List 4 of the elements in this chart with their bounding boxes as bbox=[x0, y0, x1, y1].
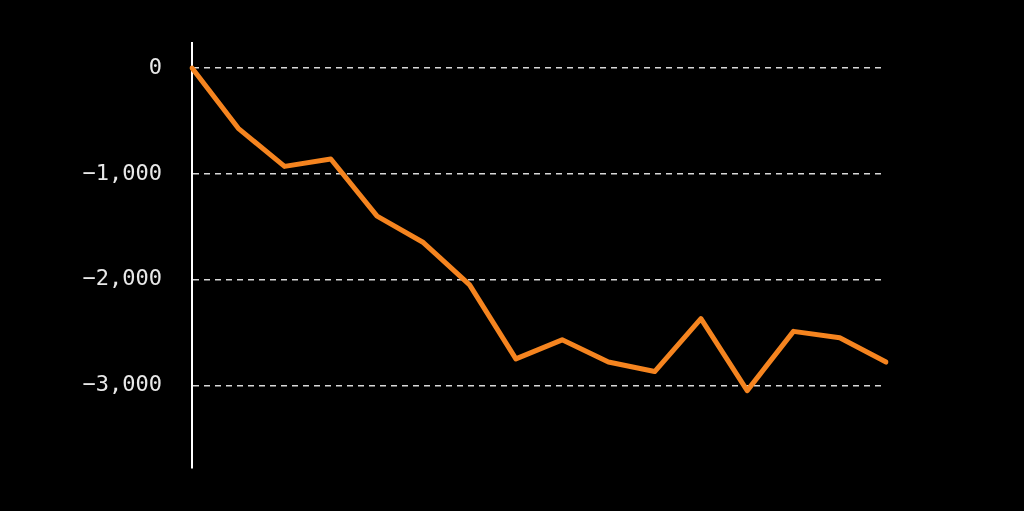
y-tick-label: −2,000 bbox=[82, 265, 162, 291]
y-tick-label: 0 bbox=[148, 53, 162, 79]
y-tick-label: −1,000 bbox=[82, 159, 162, 185]
y-tick-label: −3,000 bbox=[82, 371, 162, 397]
